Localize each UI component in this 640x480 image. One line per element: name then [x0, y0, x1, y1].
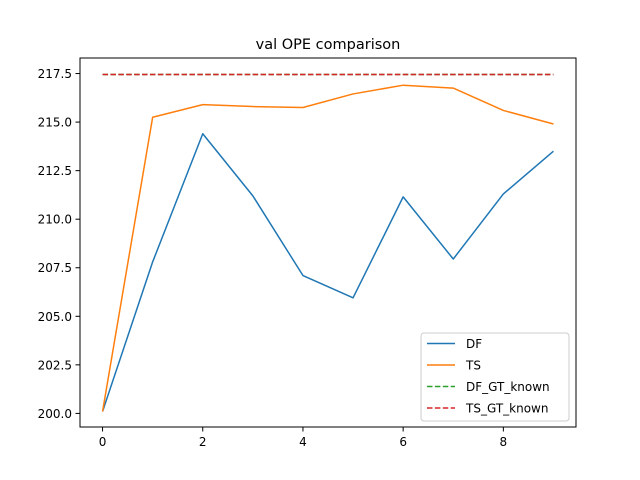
legend-label: DF — [466, 337, 482, 351]
legend-label: DF_GT_known — [466, 380, 550, 394]
y-tick-label: 210.0 — [38, 213, 72, 227]
y-tick-label: 205.0 — [38, 310, 72, 324]
series-layer — [101, 73, 554, 412]
y-tick-label: 212.5 — [38, 164, 72, 178]
y-tick-label: 207.5 — [38, 261, 72, 275]
chart-title: val OPE comparison — [256, 37, 401, 53]
x-tick-label: 8 — [500, 435, 508, 449]
legend-label: TS_GT_known — [465, 402, 548, 416]
y-tick-label: 200.0 — [38, 407, 72, 421]
x-tick-label: 6 — [399, 435, 407, 449]
axes-frame — [79, 57, 577, 428]
series-line-df — [101, 132, 554, 412]
y-tick-label: 215.0 — [38, 116, 72, 130]
x-tick-label: 4 — [299, 435, 307, 449]
legend: DF TS DF_GT_known TS_GT_known — [420, 332, 570, 422]
y-axis: 200.0 202.5 205.0 207.5 210.0 212.5 215.0 217.5 — [38, 67, 80, 421]
legend-label: TS — [465, 359, 481, 373]
y-tick-label: 217.5 — [38, 67, 72, 81]
y-tick-label: 202.5 — [38, 358, 72, 372]
legend-box — [420, 332, 570, 422]
x-tick-label: 0 — [99, 435, 107, 449]
series-line-ts — [101, 84, 554, 412]
x-axis: 0 2 4 6 8 — [99, 427, 507, 449]
x-tick-label: 2 — [199, 435, 207, 449]
